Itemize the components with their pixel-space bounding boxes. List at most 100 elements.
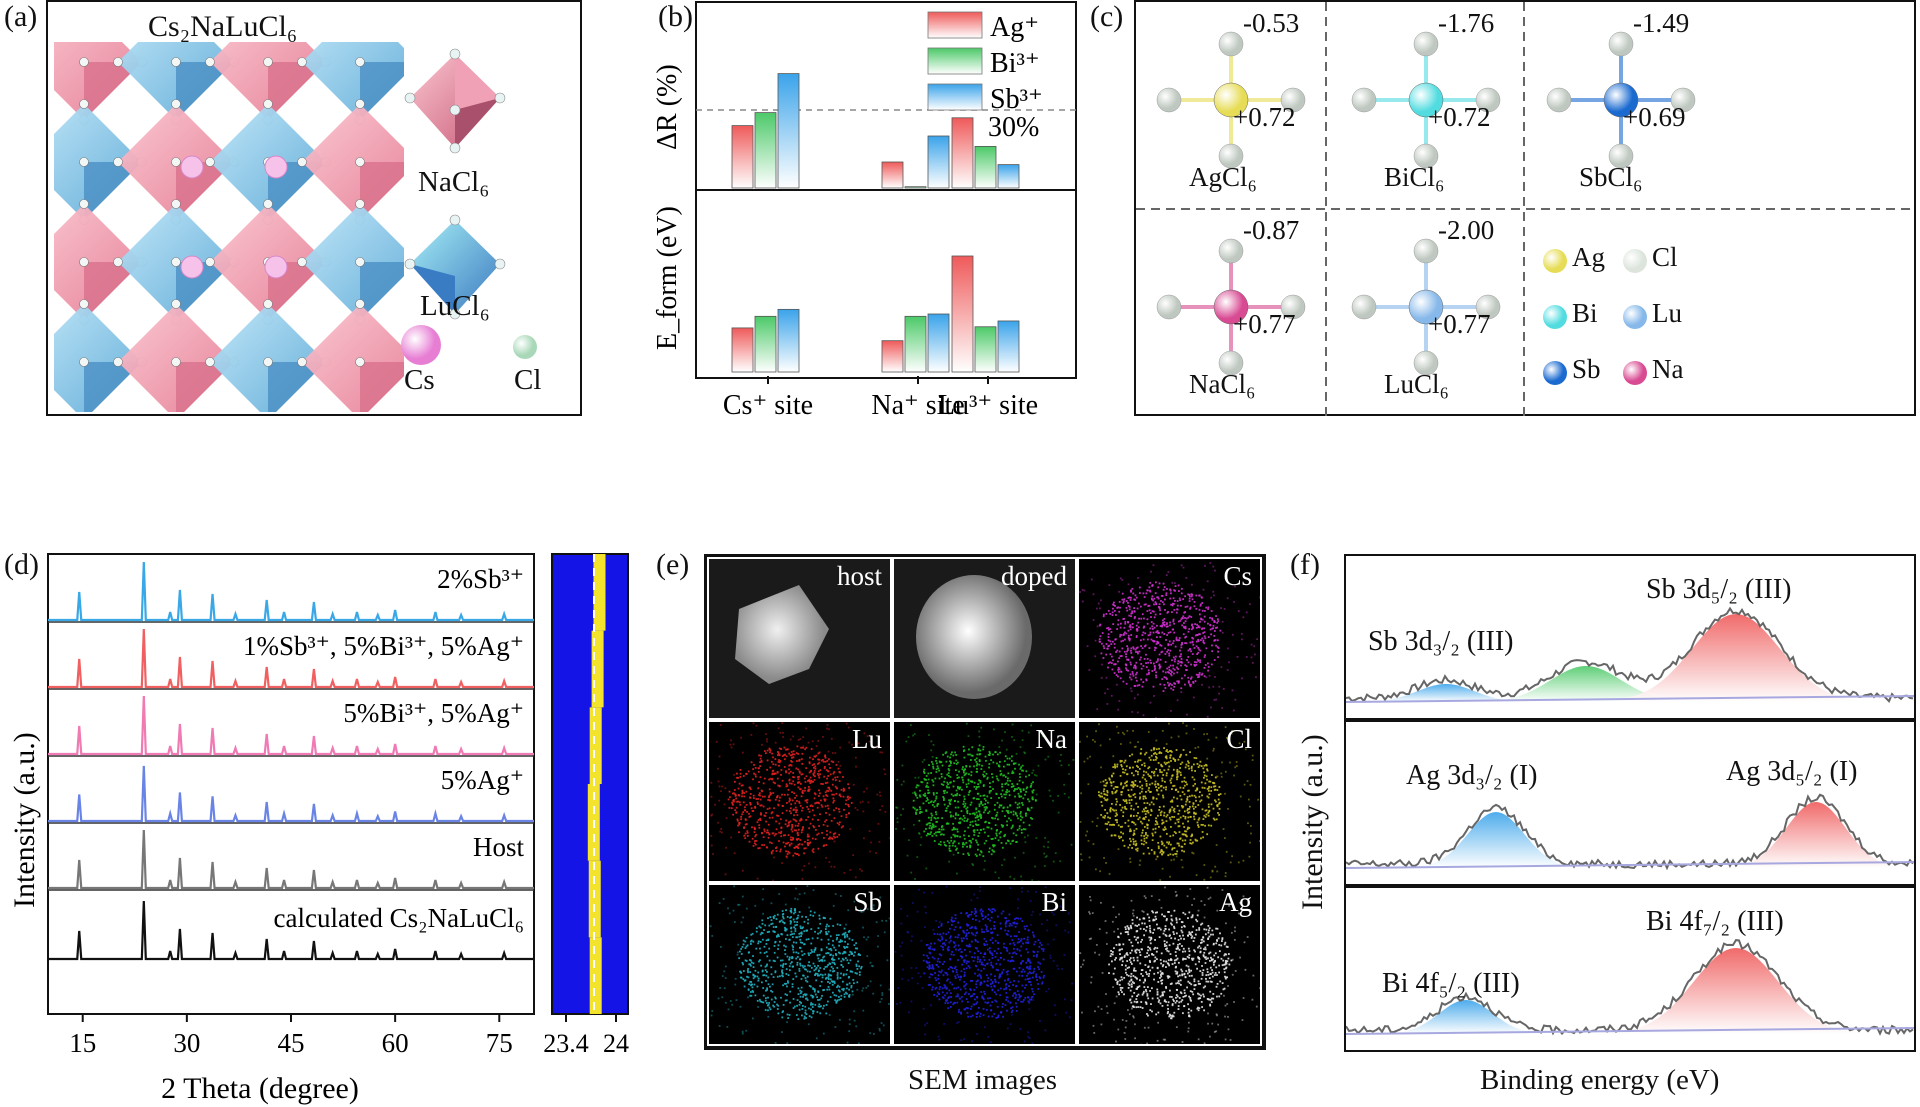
xps-right-label-1: Ag 3d₅/₂ (I) — [1726, 756, 1858, 787]
legend-lucl6-text: LuCl₆ — [420, 290, 490, 322]
charge-top-4: -2.00 — [1438, 215, 1495, 245]
crystal-formula-title: Cs₂NaLuCl₆ — [148, 10, 298, 43]
xrd-tick-2: 45 — [278, 1028, 305, 1058]
sem-label-host: host — [836, 561, 882, 591]
crystal-structure-diagram — [54, 42, 404, 412]
molecule-lucl6 — [1351, 238, 1501, 376]
dr-bar-bi-2 — [974, 145, 997, 189]
legend-atom-ag-icon — [1543, 249, 1567, 273]
sem-label-doped: doped — [1001, 561, 1067, 591]
legend-atom-ag-label: Ag — [1572, 242, 1605, 272]
lucl6-octahedron-icon — [404, 214, 506, 320]
xrd-tick-3: 60 — [382, 1028, 409, 1058]
eform-bar-bi-1 — [904, 315, 927, 373]
legend-swatch-bi — [927, 47, 983, 75]
eform-bar-sb-0 — [777, 308, 800, 373]
charge-right-3: +0.77 — [1233, 309, 1296, 339]
sem-image-na: Na — [892, 720, 1077, 883]
molecule-name-0: AgCl₆ — [1189, 162, 1257, 192]
eform-bar-ag-2 — [951, 255, 974, 373]
zoom-peak-2 — [589, 707, 602, 784]
xps-ylabel: Intensity (a.u.) — [1296, 734, 1329, 910]
cs-atom — [180, 255, 204, 279]
legend-atom-sb-icon — [1543, 361, 1567, 385]
category-label-0: Cs⁺ site — [723, 390, 813, 420]
lucl6-octahedron — [297, 199, 404, 325]
dr-bar-bi-0 — [754, 112, 777, 189]
dr-bar-ag-2 — [951, 117, 974, 189]
xps-right-label-2: Bi 4f₇/₂ (III) — [1646, 906, 1784, 937]
legend-atom-bi-label: Bi — [1572, 298, 1598, 328]
molecule-bicl6 — [1351, 31, 1501, 169]
legend-label-bi: Bi³⁺ — [990, 48, 1040, 79]
sem-caption: SEM images — [908, 1064, 1058, 1096]
molecule-agcl6 — [1156, 31, 1306, 169]
cs-atom — [180, 155, 204, 179]
sem-label-bi: Bi — [1041, 887, 1067, 917]
charge-top-3: -0.87 — [1243, 215, 1300, 245]
sem-label-cs: Cs — [1223, 561, 1252, 591]
xps-peak-2-1 — [1346, 948, 1914, 1034]
xps-spectrum-1: Ag 3d₃/₂ (I) Ag 3d₅/₂ (I) — [1344, 720, 1916, 886]
charge-top-0: -0.53 — [1243, 8, 1300, 38]
charge-right-0: +0.72 — [1233, 102, 1296, 132]
xps-left-label-2: Bi 4f₅/₂ (III) — [1382, 968, 1520, 999]
atom-legend: Ag Cl Bi Lu Sb Na — [1540, 242, 1720, 412]
charge-top-2: -1.49 — [1633, 8, 1690, 38]
xrd-label-2: 5%Bi³⁺, 5%Ag⁺ — [343, 698, 524, 728]
sem-label-lu: Lu — [852, 724, 882, 754]
reference-30-label: 30% — [988, 112, 1039, 143]
legend-atom-na-label: Na — [1652, 354, 1684, 384]
molecule-name-1: BiCl₆ — [1384, 162, 1445, 192]
panel-label-e: (e) — [656, 548, 690, 581]
legend-label-sb: Sb³⁺ — [990, 84, 1043, 115]
charge-right-1: +0.72 — [1428, 102, 1491, 132]
legend-atom-na-icon — [1623, 361, 1647, 385]
legend-nacl6-label: NaCl₆ — [418, 166, 490, 198]
xrd-trace-3 — [48, 765, 534, 823]
zoom-tick-1: 24 — [603, 1029, 629, 1058]
xrd-tick-1: 30 — [173, 1028, 200, 1058]
charge-right-4: +0.77 — [1428, 309, 1491, 339]
xps-left-label-1: Ag 3d₃/₂ (I) — [1406, 760, 1538, 791]
xps-xlabel: Binding energy (eV) — [1480, 1064, 1720, 1096]
zoom-peak-4 — [588, 860, 601, 938]
xrd-trace-5 — [48, 900, 534, 961]
eform-bar-bi-0 — [754, 315, 777, 373]
xps-raw-2 — [1346, 939, 1914, 1036]
cs-atom-icon — [401, 325, 441, 365]
lucl6-octahedron — [113, 42, 239, 125]
panel-label-a: (a) — [4, 0, 38, 33]
sem-image-host: host — [707, 557, 892, 720]
xrd-trace-0 — [48, 561, 534, 622]
legend-cl-label: Cl — [514, 364, 542, 396]
eform-bar-ag-1 — [881, 340, 904, 373]
lucl6-octahedron — [54, 99, 147, 225]
xrd-ylabel: Intensity (a.u.) — [8, 732, 41, 908]
nacl6-octahedron — [297, 299, 404, 412]
zoom-peak-0 — [593, 554, 606, 631]
molecule-nacl6 — [1156, 238, 1306, 376]
sem-image-lu: Lu — [707, 720, 892, 883]
legend-atom-cl-icon — [1623, 249, 1647, 273]
panel-c-frame: -0.53 +0.72 AgCl₆ -1.76 +0.72 BiCl₆ -1.49 +0.69… — [1134, 0, 1916, 416]
sem-image-cl: Cl — [1077, 720, 1262, 883]
legend-cs-label: Cs — [404, 364, 435, 396]
sem-label-na: Na — [1035, 724, 1067, 754]
charge-top-1: -1.76 — [1438, 8, 1495, 38]
sem-grid: host doped Cs Lu Na Cl Sb Bi Ag — [704, 554, 1266, 1050]
sem-image-sb: Sb — [707, 883, 892, 1046]
sem-label-cl: Cl — [1226, 724, 1252, 754]
molecule-name-3: NaCl₆ — [1189, 369, 1256, 399]
molecule-name-4: LuCl₆ — [1384, 369, 1449, 399]
xrd-xlabel: 2 Theta (degree) — [161, 1072, 359, 1105]
xps-peak-0-2 — [1346, 614, 1914, 702]
legend-atom-sb-label: Sb — [1572, 354, 1601, 384]
nacl6-octahedron-icon — [404, 48, 506, 154]
sem-label-ag: Ag — [1219, 887, 1252, 917]
nacl6-octahedron — [297, 99, 404, 225]
eform-bar-ag-0 — [731, 327, 754, 373]
cs-atom — [264, 155, 288, 179]
category-label-1: Na⁺ site — [871, 390, 964, 420]
